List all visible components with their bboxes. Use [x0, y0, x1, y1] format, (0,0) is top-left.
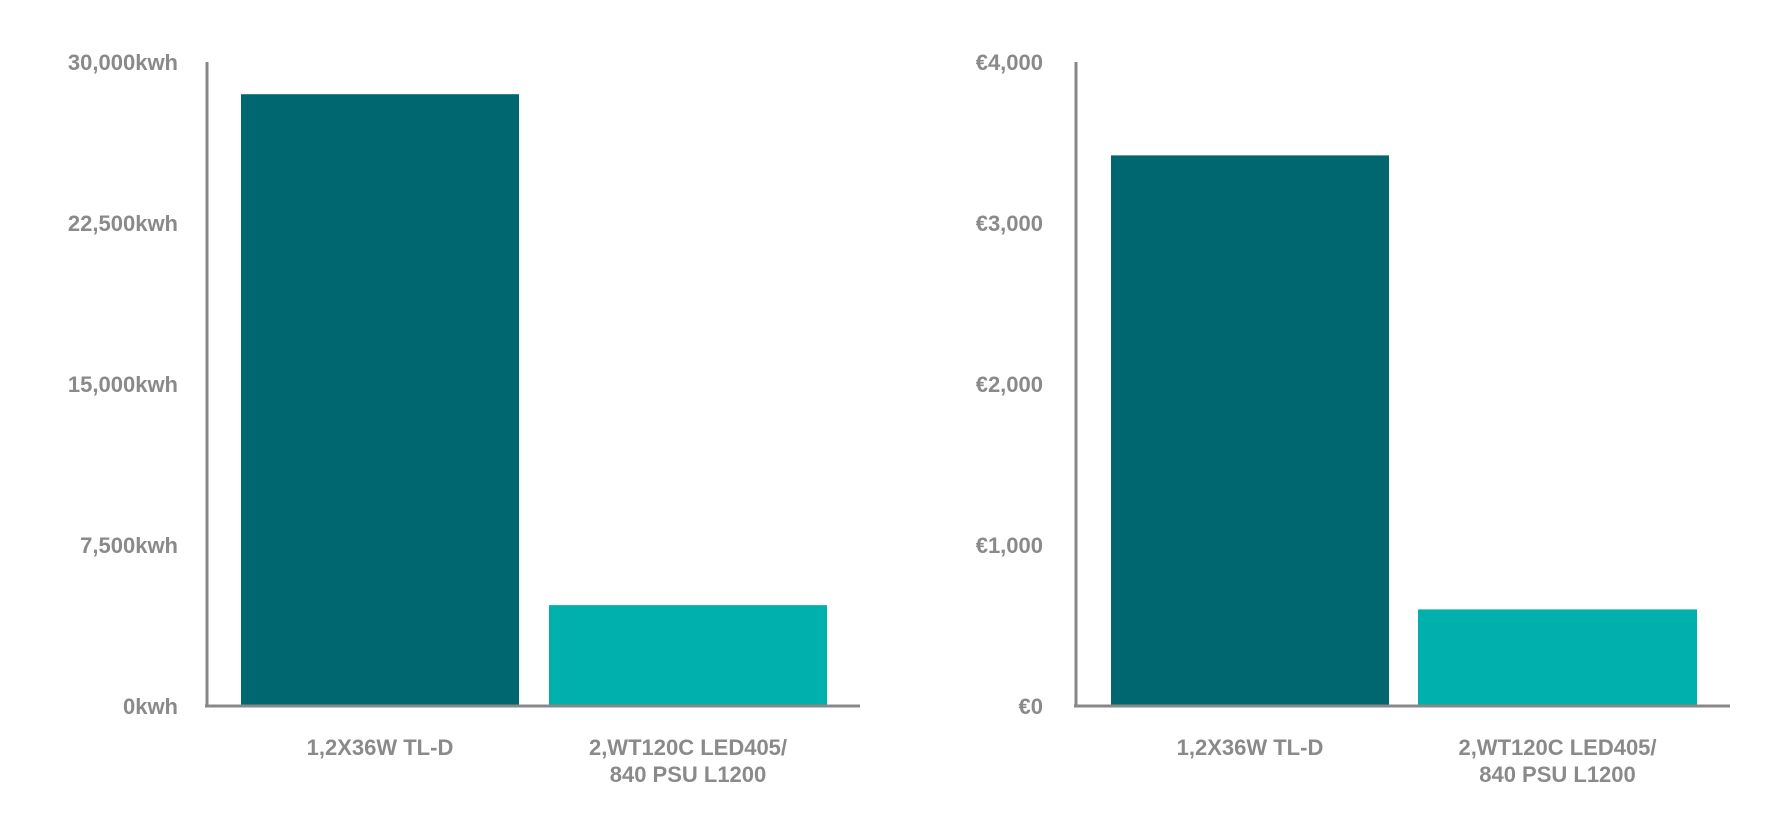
- chart-2-y-tick-label: €0: [1019, 694, 1043, 719]
- chart-1-category-label: 1,2X36W TL-D: [307, 735, 454, 760]
- chart-1-category-label: 2,WT120C LED405/: [589, 735, 787, 760]
- chart-1-category-label: 840 PSU L1200: [610, 762, 767, 787]
- chart-2-bar-2: [1418, 609, 1697, 706]
- chart-2-category-label: 2,WT120C LED405/: [1458, 735, 1656, 760]
- chart-2-y-tick-label: €3,000: [976, 211, 1043, 236]
- chart-1-y-tick-label: 15,000kwh: [68, 372, 178, 397]
- chart-2-category-label: 1,2X36W TL-D: [1177, 735, 1324, 760]
- chart-1-y-tick-label: 7,500kwh: [80, 533, 178, 558]
- chart-1-y-tick-label: 30,000kwh: [68, 50, 178, 75]
- chart-2-y-tick-label: €2,000: [976, 372, 1043, 397]
- chart-2-y-tick-label: €4,000: [976, 50, 1043, 75]
- chart-1-y-tick-label: 22,500kwh: [68, 211, 178, 236]
- chart-1-bar-1: [241, 94, 519, 706]
- chart-1-bar-2: [549, 605, 827, 706]
- chart-1-y-tick-label: 0kwh: [123, 694, 178, 719]
- chart-2-y-tick-label: €1,000: [976, 533, 1043, 558]
- chart-2-bar-1: [1111, 155, 1389, 706]
- chart-2-category-label: 840 PSU L1200: [1479, 762, 1636, 787]
